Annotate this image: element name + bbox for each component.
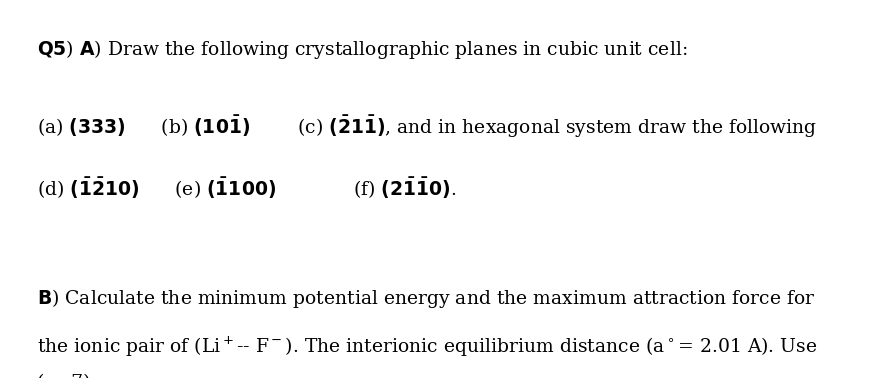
Text: $\mathbf{Q5}$) $\mathbf{A}$) Draw the following crystallographic planes in cubic: $\mathbf{Q5}$) $\mathbf{A}$) Draw the fo…	[37, 38, 687, 61]
Text: the ionic pair of (Li$^+$-- F$^-$). The interionic equilibrium distance (a$^\cir: the ionic pair of (Li$^+$-- F$^-$). The …	[37, 335, 817, 359]
Text: (n=7): (n=7)	[37, 374, 91, 378]
Text: $\mathbf{B}$) Calculate the minimum potential energy and the maximum attraction : $\mathbf{B}$) Calculate the minimum pote…	[37, 287, 816, 310]
Text: (a) $\mathbf{(333)}$      (b) $\mathbf{(10\bar{1})}$        (c) $\mathbf{(\bar{2: (a) $\mathbf{(333)}$ (b) $\mathbf{(10\ba…	[37, 113, 817, 139]
Text: (d) $\mathbf{(\bar{1}\bar{2}10)}$      (e) $\mathbf{(\bar{1}100)}$             (: (d) $\mathbf{(\bar{1}\bar{2}10)}$ (e) $\…	[37, 176, 456, 201]
